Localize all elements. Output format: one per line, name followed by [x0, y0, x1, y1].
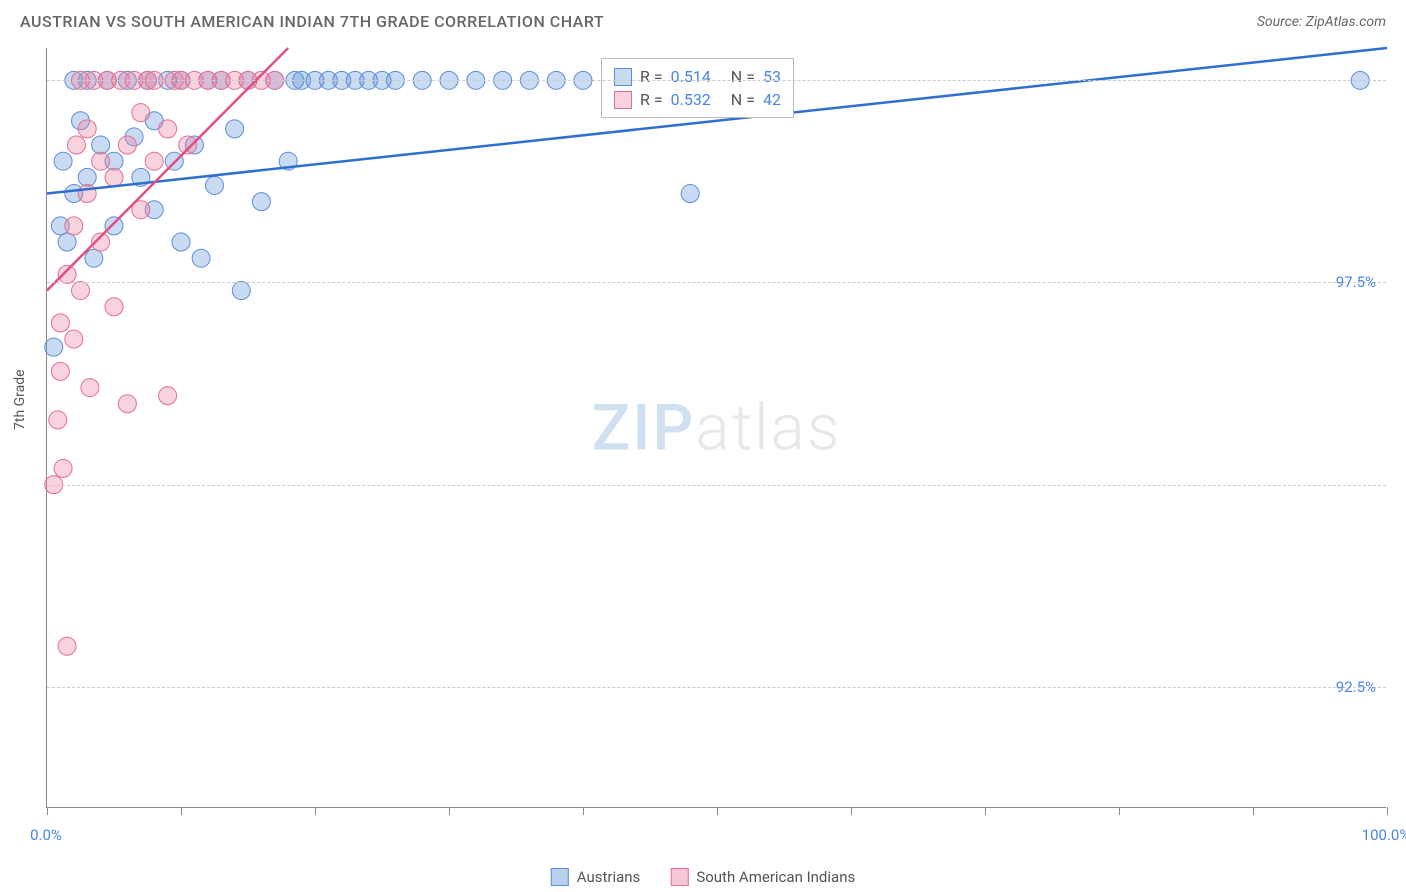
x-tick: [851, 807, 852, 815]
data-point: [118, 395, 136, 413]
x-tick: [1253, 807, 1254, 815]
correlation-stats-box: R = 0.514 N = 53 R = 0.532 N = 42: [601, 58, 794, 118]
data-point: [85, 249, 103, 267]
data-point: [232, 282, 250, 300]
stat-n-value: 42: [763, 90, 781, 109]
source-attribution: Source: ZipAtlas.com: [1257, 14, 1386, 30]
data-point: [81, 379, 99, 397]
x-tick: [449, 807, 450, 815]
legend-swatch: [551, 868, 569, 886]
data-point: [252, 193, 270, 211]
x-tick: [315, 807, 316, 815]
y-axis-label: 7th Grade: [12, 369, 28, 430]
data-point: [58, 265, 76, 283]
stat-r-label: R =: [640, 67, 663, 86]
data-point: [681, 185, 699, 203]
x-tick: [1387, 807, 1388, 815]
data-point: [159, 387, 177, 405]
data-point: [65, 330, 83, 348]
data-point: [105, 168, 123, 186]
data-point: [92, 152, 110, 170]
gridline: [47, 485, 1386, 486]
chart-plot-area: ZIPatlas R =0.514N =53R =0.532N =42 92.5…: [46, 48, 1386, 808]
x-tick-label: 100.0%: [1362, 826, 1406, 844]
gridline: [47, 282, 1386, 283]
data-point: [54, 459, 72, 477]
data-point: [105, 217, 123, 235]
data-point: [58, 233, 76, 251]
stat-r-value: 0.532: [671, 90, 711, 109]
stat-r-label: R =: [640, 90, 663, 109]
data-point: [226, 120, 244, 138]
data-point: [54, 152, 72, 170]
gridline: [47, 80, 1386, 81]
data-point: [49, 411, 67, 429]
data-point: [145, 152, 163, 170]
legend-swatch: [670, 868, 688, 886]
data-point: [58, 637, 76, 655]
stat-n-label: N =: [731, 67, 755, 86]
x-tick: [717, 807, 718, 815]
x-tick: [1119, 807, 1120, 815]
bottom-legend: Austrians South American Indians: [551, 868, 855, 886]
y-tick-label: 97.5%: [1336, 273, 1376, 291]
x-tick: [181, 807, 182, 815]
x-tick-label: 0.0%: [30, 826, 62, 844]
legend-label: Austrians: [577, 868, 641, 886]
data-point: [51, 362, 69, 380]
y-tick-label: 92.5%: [1336, 678, 1376, 696]
x-tick: [985, 807, 986, 815]
x-tick: [583, 807, 584, 815]
data-point: [78, 120, 96, 138]
data-point: [192, 249, 210, 267]
data-point: [172, 233, 190, 251]
data-point: [65, 217, 83, 235]
x-tick: [47, 807, 48, 815]
stat-n-value: 53: [763, 67, 781, 86]
data-point: [206, 176, 224, 194]
data-point: [159, 120, 177, 138]
data-point: [179, 136, 197, 154]
data-point: [78, 168, 96, 186]
series-swatch: [614, 68, 632, 86]
data-point: [92, 136, 110, 154]
stat-n-label: N =: [731, 90, 755, 109]
data-point: [72, 282, 90, 300]
data-point: [118, 136, 136, 154]
legend-item: South American Indians: [670, 868, 855, 886]
data-point: [132, 104, 150, 122]
legend-label: South American Indians: [696, 868, 855, 886]
data-point: [51, 314, 69, 332]
stats-row: R = 0.514 N = 53: [614, 65, 781, 88]
series-swatch: [614, 91, 632, 109]
scatter-svg: [47, 48, 1386, 807]
stat-r-value: 0.514: [671, 67, 711, 86]
data-point: [67, 136, 85, 154]
gridline: [47, 687, 1386, 688]
stats-row: R = 0.532 N = 42: [614, 88, 781, 111]
legend-item: Austrians: [551, 868, 641, 886]
data-point: [105, 298, 123, 316]
data-point: [45, 338, 63, 356]
chart-title: AUSTRIAN VS SOUTH AMERICAN INDIAN 7TH GR…: [20, 12, 604, 31]
